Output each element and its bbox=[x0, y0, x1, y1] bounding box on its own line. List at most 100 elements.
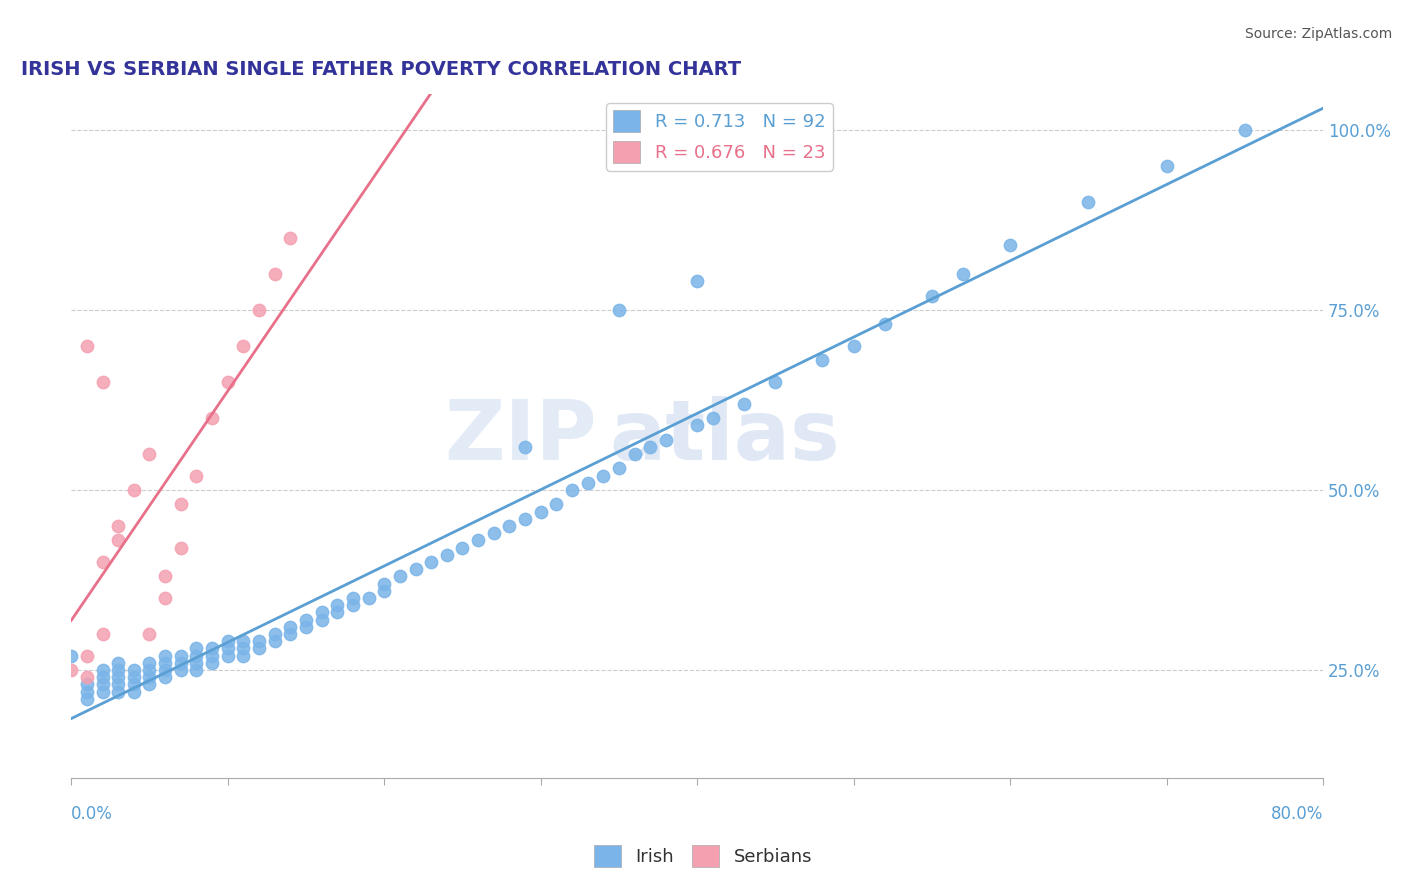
Point bbox=[217, 648, 239, 663]
Point bbox=[342, 598, 364, 612]
Point bbox=[232, 339, 254, 353]
Point bbox=[186, 648, 208, 663]
Point bbox=[247, 634, 270, 648]
Point bbox=[357, 591, 380, 605]
Point bbox=[278, 627, 301, 641]
Point bbox=[153, 591, 176, 605]
Point bbox=[388, 569, 411, 583]
Point bbox=[153, 663, 176, 677]
Point bbox=[592, 468, 614, 483]
Point bbox=[702, 411, 724, 425]
Point bbox=[498, 519, 520, 533]
Point bbox=[295, 620, 318, 634]
Point bbox=[655, 433, 678, 447]
Text: 0.0%: 0.0% bbox=[72, 805, 112, 823]
Point bbox=[326, 606, 349, 620]
Point bbox=[107, 670, 129, 684]
Point bbox=[217, 641, 239, 656]
Point bbox=[186, 656, 208, 670]
Point bbox=[561, 483, 583, 497]
Text: IRISH VS SERBIAN SINGLE FATHER POVERTY CORRELATION CHART: IRISH VS SERBIAN SINGLE FATHER POVERTY C… bbox=[21, 60, 741, 78]
Point bbox=[107, 656, 129, 670]
Point bbox=[138, 670, 160, 684]
Point bbox=[170, 497, 193, 511]
Point bbox=[232, 634, 254, 648]
Point bbox=[1077, 195, 1099, 210]
Text: 80.0%: 80.0% bbox=[1271, 805, 1323, 823]
Point bbox=[91, 670, 114, 684]
Point bbox=[295, 613, 318, 627]
Point bbox=[170, 663, 193, 677]
Point bbox=[232, 641, 254, 656]
Legend: R = 0.713   N = 92, R = 0.676   N = 23: R = 0.713 N = 92, R = 0.676 N = 23 bbox=[606, 103, 832, 170]
Point bbox=[122, 670, 145, 684]
Point bbox=[76, 339, 98, 353]
Point bbox=[138, 663, 160, 677]
Point bbox=[201, 656, 224, 670]
Point bbox=[107, 663, 129, 677]
Point bbox=[546, 497, 568, 511]
Point bbox=[201, 641, 224, 656]
Point bbox=[451, 541, 474, 555]
Point bbox=[186, 663, 208, 677]
Point bbox=[76, 670, 98, 684]
Point bbox=[952, 267, 974, 281]
Point bbox=[122, 677, 145, 691]
Point bbox=[921, 288, 943, 302]
Point bbox=[138, 447, 160, 461]
Point bbox=[107, 533, 129, 548]
Point bbox=[873, 318, 896, 332]
Point bbox=[153, 670, 176, 684]
Point bbox=[482, 526, 505, 541]
Point bbox=[122, 483, 145, 497]
Point bbox=[91, 555, 114, 569]
Point bbox=[513, 440, 536, 454]
Point bbox=[1233, 123, 1256, 137]
Point bbox=[138, 627, 160, 641]
Point bbox=[91, 684, 114, 698]
Point bbox=[467, 533, 489, 548]
Point bbox=[107, 519, 129, 533]
Point bbox=[311, 606, 333, 620]
Point bbox=[405, 562, 427, 576]
Point bbox=[138, 656, 160, 670]
Point bbox=[623, 447, 645, 461]
Point bbox=[686, 274, 709, 288]
Point bbox=[842, 339, 865, 353]
Point bbox=[998, 238, 1021, 252]
Point bbox=[373, 576, 395, 591]
Point bbox=[278, 620, 301, 634]
Point bbox=[153, 569, 176, 583]
Point bbox=[170, 541, 193, 555]
Point bbox=[263, 267, 285, 281]
Point bbox=[638, 440, 661, 454]
Point bbox=[1156, 159, 1178, 173]
Point bbox=[733, 396, 755, 410]
Point bbox=[607, 303, 630, 318]
Point bbox=[420, 555, 443, 569]
Point bbox=[765, 375, 787, 389]
Point bbox=[76, 684, 98, 698]
Point bbox=[153, 656, 176, 670]
Point bbox=[60, 648, 83, 663]
Point bbox=[576, 475, 599, 490]
Point bbox=[186, 641, 208, 656]
Point bbox=[76, 677, 98, 691]
Point bbox=[201, 648, 224, 663]
Point bbox=[247, 641, 270, 656]
Point bbox=[138, 677, 160, 691]
Point bbox=[76, 691, 98, 706]
Text: ZIP: ZIP bbox=[444, 395, 598, 476]
Point bbox=[107, 677, 129, 691]
Point bbox=[91, 627, 114, 641]
Point bbox=[232, 648, 254, 663]
Point bbox=[76, 648, 98, 663]
Point bbox=[263, 634, 285, 648]
Point bbox=[122, 663, 145, 677]
Point bbox=[342, 591, 364, 605]
Point bbox=[263, 627, 285, 641]
Point bbox=[201, 411, 224, 425]
Point bbox=[311, 613, 333, 627]
Point bbox=[170, 648, 193, 663]
Point bbox=[60, 663, 83, 677]
